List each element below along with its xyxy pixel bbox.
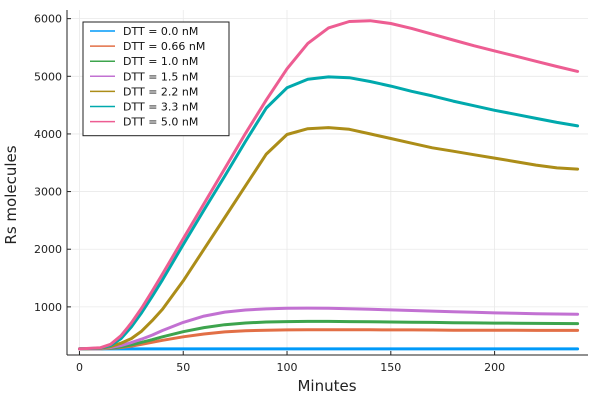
x-axis-title: Minutes: [297, 377, 356, 395]
y-axis-title: Rs molecules: [2, 145, 20, 244]
axes-frame: [66, 10, 588, 356]
x-tick-label: 100: [277, 361, 298, 374]
series-line-3: [78, 306, 580, 351]
series-line-6: [78, 19, 580, 351]
legend-label: DTT = 2.2 nM: [123, 85, 198, 98]
x-tick-label: 200: [484, 361, 505, 374]
legend-label: DTT = 3.3 nM: [123, 101, 198, 114]
legend-label: DTT = 0.0 nM: [123, 25, 198, 38]
x-tick-label: 150: [380, 361, 401, 374]
y-tick-label: 1000: [34, 301, 62, 314]
series-line-1: [78, 328, 580, 351]
y-tick-label: 3000: [34, 186, 62, 199]
y-tick-label: 4000: [34, 128, 62, 141]
legend-label: DTT = 1.5 nM: [123, 70, 198, 83]
series-line-5: [78, 75, 580, 351]
y-tick-label: 5000: [34, 70, 62, 83]
legend-label: DTT = 5.0 nM: [123, 116, 198, 129]
x-tick-label: 0: [76, 361, 83, 374]
legend: DTT = 0.0 nM DTT = 0.66 nM DTT = 1.0 nM DTT…: [82, 21, 230, 137]
y-tick-label: 6000: [34, 13, 62, 26]
legend-label: DTT = 1.0 nM: [123, 55, 198, 68]
series-line-2: [78, 319, 580, 351]
y-tick-label: 2000: [34, 243, 62, 256]
series-line-4: [78, 126, 580, 351]
tick-labels: 0 50 100 150 200 1000 2000 3000 4000 5000 6000: [34, 13, 505, 374]
legend-box: [82, 21, 230, 137]
series-lines: [78, 19, 580, 351]
x-tick-label: 50: [176, 361, 190, 374]
legend-label: DTT = 0.66 nM: [123, 40, 205, 53]
